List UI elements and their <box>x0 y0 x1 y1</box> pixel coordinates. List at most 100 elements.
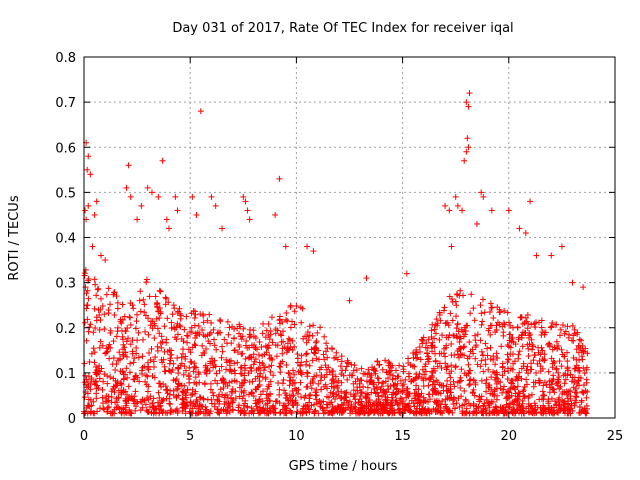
data-point <box>298 319 305 326</box>
data-point <box>458 377 465 384</box>
data-point <box>226 408 233 415</box>
data-point <box>287 408 294 415</box>
data-point <box>500 320 507 327</box>
data-point <box>216 367 223 374</box>
data-point <box>277 331 284 338</box>
data-point <box>221 336 228 343</box>
data-point <box>236 330 243 337</box>
data-point <box>552 398 559 405</box>
data-point <box>91 276 98 283</box>
data-point <box>258 344 265 351</box>
data-point <box>313 355 320 362</box>
data-point <box>466 339 473 346</box>
data-point <box>143 372 150 379</box>
data-point <box>257 370 264 377</box>
data-point <box>140 296 147 303</box>
data-point <box>111 311 118 318</box>
data-point <box>97 295 104 302</box>
data-point <box>142 378 149 385</box>
data-point <box>214 406 221 413</box>
data-point <box>272 342 279 349</box>
data-point <box>202 364 209 371</box>
data-point <box>482 380 489 387</box>
data-point <box>127 360 134 367</box>
data-point <box>490 314 497 321</box>
data-point <box>229 406 236 413</box>
data-point <box>486 382 493 389</box>
data-point <box>425 406 432 413</box>
data-point <box>287 324 294 331</box>
data-point <box>195 322 202 329</box>
data-point <box>280 376 287 383</box>
data-point <box>105 285 112 292</box>
data-point <box>343 363 350 370</box>
data-point <box>400 368 407 375</box>
data-point <box>500 332 507 339</box>
data-point <box>226 362 233 369</box>
data-point <box>87 409 94 416</box>
data-point <box>203 345 210 352</box>
data-point <box>136 378 143 385</box>
data-point <box>399 389 406 396</box>
data-point <box>119 301 126 308</box>
data-point <box>516 369 523 376</box>
y-tick-label: 0.6 <box>55 141 76 156</box>
data-point <box>82 372 89 379</box>
y-tick-labels: 0 0.1 0.2 0.3 0.4 0.5 0.6 0.7 0.8 <box>55 51 76 427</box>
data-point <box>197 394 204 401</box>
data-point <box>306 323 313 330</box>
data-point <box>158 344 165 351</box>
data-point <box>170 324 177 331</box>
data-point <box>485 325 492 332</box>
data-point <box>241 387 248 394</box>
data-point <box>207 329 214 336</box>
data-point <box>167 401 174 408</box>
data-point <box>81 319 88 326</box>
data-point <box>183 332 190 339</box>
data-point <box>425 336 432 343</box>
data-point <box>441 304 448 311</box>
data-point <box>269 339 276 346</box>
data-point <box>454 334 461 341</box>
data-point <box>282 390 289 397</box>
data-point <box>337 363 344 370</box>
data-point <box>323 340 330 347</box>
data-point <box>318 364 325 371</box>
data-point <box>192 374 199 381</box>
data-point <box>507 385 514 392</box>
data-point <box>448 340 455 347</box>
data-point <box>305 337 312 344</box>
data-point <box>334 356 341 363</box>
data-point <box>577 344 584 351</box>
x-tick-label: 0 <box>80 429 88 444</box>
data-point <box>92 369 99 376</box>
data-point <box>156 394 163 401</box>
data-point <box>120 351 127 358</box>
data-point <box>267 378 274 385</box>
data-point <box>111 389 118 396</box>
data-point <box>174 331 181 338</box>
data-point <box>150 395 157 402</box>
y-axis-label: ROTI / TECUs <box>7 195 22 280</box>
data-point <box>390 372 397 379</box>
data-point <box>320 351 327 358</box>
data-point <box>528 360 535 367</box>
data-point <box>246 378 253 385</box>
data-point <box>421 371 428 378</box>
data-point <box>437 390 444 397</box>
data-point <box>158 333 165 340</box>
data-point <box>472 343 479 350</box>
x-tick-label: 20 <box>501 429 518 444</box>
data-point <box>178 354 185 361</box>
data-point <box>396 362 403 369</box>
data-point <box>567 371 574 378</box>
data-point <box>477 363 484 370</box>
data-point <box>239 333 246 340</box>
data-point <box>433 316 440 323</box>
data-point <box>315 410 322 417</box>
data-point <box>579 356 586 363</box>
data-point <box>115 394 122 401</box>
data-point <box>275 379 282 386</box>
data-point <box>524 311 531 318</box>
